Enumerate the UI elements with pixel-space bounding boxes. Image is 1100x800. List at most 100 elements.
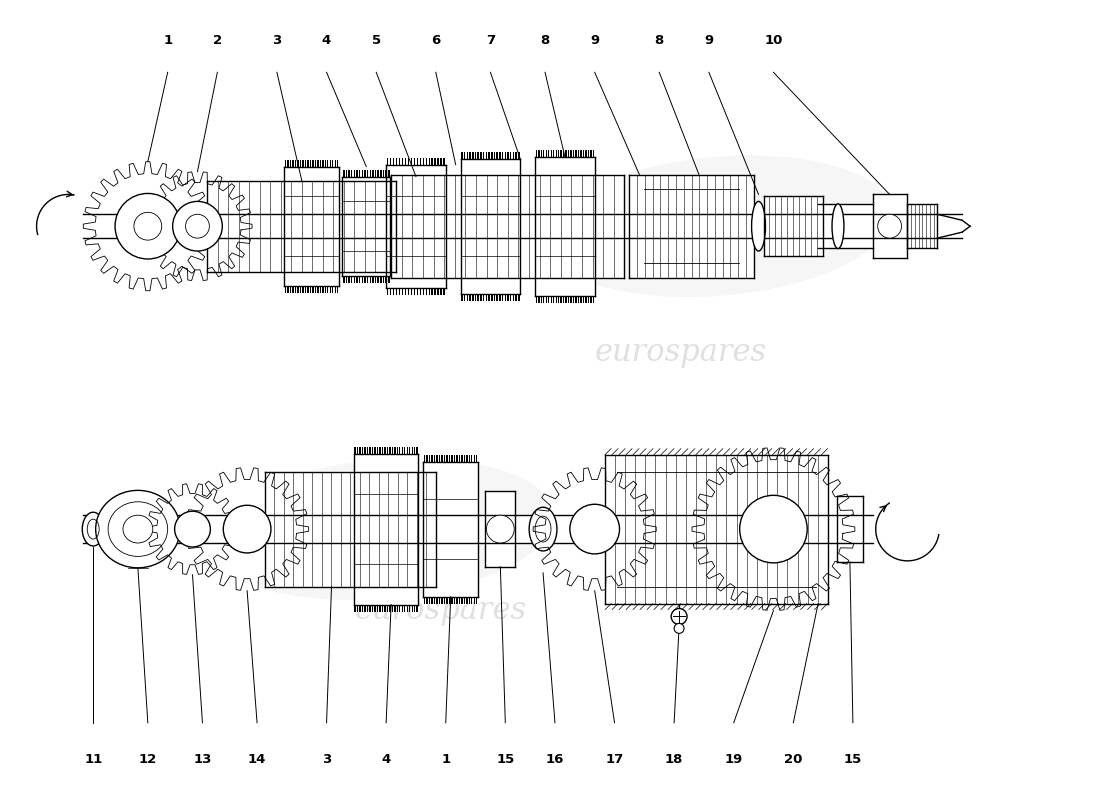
Bar: [374, 605, 376, 611]
Bar: [372, 276, 374, 283]
Bar: [568, 150, 570, 157]
Bar: [453, 597, 455, 603]
Bar: [307, 286, 309, 293]
Bar: [496, 152, 498, 158]
Bar: [322, 286, 323, 293]
Bar: [422, 158, 425, 165]
Bar: [411, 605, 412, 611]
Bar: [578, 150, 580, 157]
Ellipse shape: [546, 155, 892, 297]
Bar: [414, 605, 416, 611]
Bar: [451, 597, 452, 603]
Bar: [538, 150, 539, 157]
Ellipse shape: [96, 490, 180, 568]
Bar: [447, 597, 448, 603]
Bar: [575, 296, 576, 302]
Bar: [337, 160, 339, 166]
Bar: [349, 276, 350, 283]
Bar: [290, 160, 292, 166]
Bar: [359, 170, 361, 177]
Bar: [563, 296, 564, 302]
Bar: [377, 446, 378, 454]
Bar: [439, 454, 440, 462]
Text: 13: 13: [194, 753, 211, 766]
Text: 4: 4: [322, 34, 331, 47]
Ellipse shape: [123, 515, 153, 543]
Bar: [587, 150, 590, 157]
Bar: [505, 152, 506, 158]
Bar: [332, 160, 333, 166]
Bar: [464, 152, 465, 158]
Text: 15: 15: [844, 753, 862, 766]
Bar: [327, 286, 329, 293]
Bar: [353, 170, 355, 177]
Bar: [488, 294, 490, 301]
Bar: [494, 294, 495, 301]
Bar: [431, 454, 432, 462]
Bar: [402, 446, 403, 454]
Bar: [379, 605, 381, 611]
Bar: [456, 597, 458, 603]
Text: 6: 6: [431, 34, 440, 47]
Bar: [315, 286, 316, 293]
Text: 2: 2: [212, 34, 222, 47]
Bar: [546, 150, 547, 157]
Text: 1: 1: [441, 753, 450, 766]
Bar: [392, 174, 625, 278]
Bar: [573, 296, 574, 302]
Bar: [265, 471, 436, 586]
Bar: [483, 294, 484, 301]
Bar: [343, 276, 344, 283]
Bar: [320, 286, 321, 293]
Bar: [485, 294, 487, 301]
Bar: [543, 150, 544, 157]
Bar: [370, 170, 371, 177]
Bar: [399, 446, 400, 454]
Bar: [426, 288, 427, 294]
Bar: [908, 204, 937, 248]
Bar: [443, 288, 446, 294]
Bar: [585, 150, 586, 157]
Bar: [543, 296, 544, 302]
Bar: [366, 605, 368, 611]
Bar: [453, 454, 455, 462]
Bar: [565, 150, 566, 157]
Bar: [312, 286, 314, 293]
Polygon shape: [143, 172, 252, 281]
Text: 16: 16: [546, 753, 564, 766]
Bar: [367, 170, 369, 177]
Bar: [354, 446, 355, 454]
Bar: [477, 294, 478, 301]
Bar: [471, 597, 473, 603]
Bar: [469, 454, 470, 462]
Bar: [507, 152, 509, 158]
Bar: [535, 157, 595, 296]
Text: 19: 19: [725, 753, 742, 766]
Bar: [472, 294, 474, 301]
Bar: [461, 454, 463, 462]
Text: 1: 1: [163, 34, 173, 47]
Bar: [587, 296, 590, 302]
Bar: [351, 170, 352, 177]
Bar: [434, 288, 436, 294]
Bar: [392, 446, 393, 454]
Bar: [396, 158, 397, 165]
Bar: [477, 152, 478, 158]
Bar: [443, 158, 446, 165]
Bar: [360, 446, 361, 454]
Bar: [389, 605, 390, 611]
Bar: [449, 454, 450, 462]
Bar: [389, 158, 392, 165]
Polygon shape: [692, 448, 855, 610]
Bar: [571, 150, 572, 157]
Bar: [385, 276, 387, 283]
Bar: [447, 454, 448, 462]
Bar: [417, 605, 418, 611]
Bar: [433, 597, 436, 603]
Circle shape: [486, 515, 515, 543]
Bar: [818, 204, 872, 248]
Bar: [377, 605, 378, 611]
Polygon shape: [534, 468, 657, 590]
Bar: [470, 294, 471, 301]
Bar: [476, 454, 477, 462]
